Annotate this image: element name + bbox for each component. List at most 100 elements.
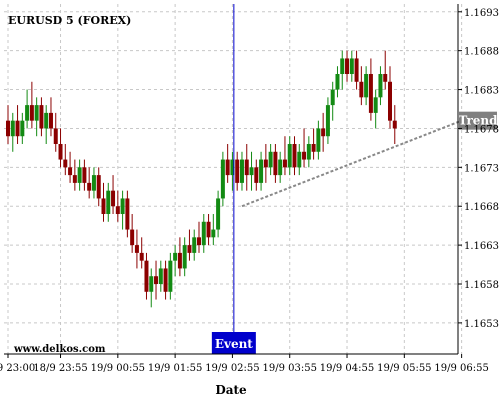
x-tick-label: 18/9 23:55 <box>33 363 87 374</box>
candle-body <box>268 151 273 168</box>
candle <box>383 50 388 90</box>
y-tick-label: 1.1658 <box>464 280 499 291</box>
y-tick-label: 1.1693 <box>464 8 499 19</box>
candle-body <box>48 112 53 129</box>
candle <box>44 105 49 144</box>
candle <box>29 81 34 129</box>
candle <box>187 229 192 261</box>
event-tag-box <box>211 332 256 354</box>
candle <box>58 128 63 168</box>
x-tick-label: 19/9 00:55 <box>91 363 145 374</box>
candle <box>201 214 206 253</box>
trend-tag-label: Trend <box>458 114 498 128</box>
candle-body <box>302 151 307 160</box>
candle <box>144 252 149 300</box>
candle-body <box>197 237 201 246</box>
x-axis-title: Date <box>215 383 247 397</box>
candle <box>149 268 154 308</box>
candle <box>134 229 139 269</box>
candle <box>340 50 345 90</box>
candle-body <box>187 245 192 253</box>
candle-body <box>177 252 182 269</box>
candle-body <box>115 206 120 214</box>
candle-body <box>77 167 82 183</box>
candle-body <box>96 175 101 199</box>
candle <box>53 112 58 152</box>
candle-body <box>230 159 235 176</box>
candle-body <box>125 198 130 230</box>
candle-body <box>29 105 34 121</box>
candle <box>15 105 20 144</box>
candle-body <box>163 268 168 292</box>
candle-body <box>106 190 111 214</box>
candle-body <box>383 74 388 82</box>
candle <box>306 136 311 168</box>
candle <box>220 151 225 207</box>
candle <box>130 214 135 253</box>
candle <box>6 105 10 144</box>
candle <box>235 151 240 191</box>
candle-body <box>149 276 154 292</box>
y-tick-label: 1.1668 <box>464 202 499 213</box>
candle <box>392 105 397 144</box>
x-tick-label: 19/9 23:00 <box>0 363 35 374</box>
candle-body <box>144 260 149 292</box>
candle <box>292 136 297 176</box>
candle-body <box>82 167 87 183</box>
candle-body <box>6 120 10 137</box>
candle-body <box>254 167 259 183</box>
candle-body <box>91 175 96 191</box>
candle-body <box>58 144 63 160</box>
candle <box>211 214 216 246</box>
candle <box>87 167 92 199</box>
candles <box>6 50 397 308</box>
candle-body <box>192 237 197 253</box>
candle-body <box>220 159 225 199</box>
y-tick-label: 1.1663 <box>464 241 499 252</box>
candle <box>359 66 364 106</box>
candle-body <box>359 81 364 98</box>
y-tick-label: 1.1683 <box>464 86 499 97</box>
event-tag-label: Event <box>215 337 253 351</box>
candle-body <box>235 159 240 183</box>
candle <box>177 237 182 277</box>
candle <box>388 66 392 129</box>
candle-body <box>282 159 287 168</box>
axes: 1.1653 1.1658 1.1663 1.1668 1.1673 1.1678 1.16… <box>0 4 499 374</box>
candle <box>106 182 111 222</box>
candle <box>330 81 335 121</box>
candle-body <box>239 159 244 183</box>
candle <box>139 237 144 269</box>
candle <box>345 50 350 82</box>
candle-body <box>292 144 297 168</box>
x-tick-label: 19/9 03:55 <box>262 363 316 374</box>
candle <box>48 97 53 137</box>
candle-body <box>316 128 321 152</box>
candle-body <box>101 198 106 214</box>
candle <box>297 144 302 176</box>
candle-body <box>263 159 268 168</box>
candle <box>354 50 359 90</box>
candle-body <box>211 229 216 238</box>
candle <box>101 182 106 222</box>
candle-body <box>306 144 311 160</box>
candle <box>254 159 259 191</box>
candle <box>282 136 287 176</box>
y-tick-label: 1.1673 <box>464 163 499 174</box>
candle <box>349 50 354 82</box>
y-tick-label: 1.1688 <box>464 47 499 58</box>
candle-body <box>349 58 354 74</box>
candle-body <box>20 120 25 137</box>
candle <box>125 190 130 238</box>
x-tick-label: 19/9 01:55 <box>148 363 202 374</box>
candle-body <box>39 105 44 129</box>
candle <box>72 159 77 191</box>
candle-body <box>34 105 39 121</box>
candle <box>10 112 15 152</box>
candle-body <box>287 144 292 168</box>
candle <box>316 120 321 160</box>
candle-body <box>216 198 221 230</box>
candle-body <box>368 74 373 113</box>
candle <box>230 151 235 191</box>
candle <box>373 89 378 129</box>
